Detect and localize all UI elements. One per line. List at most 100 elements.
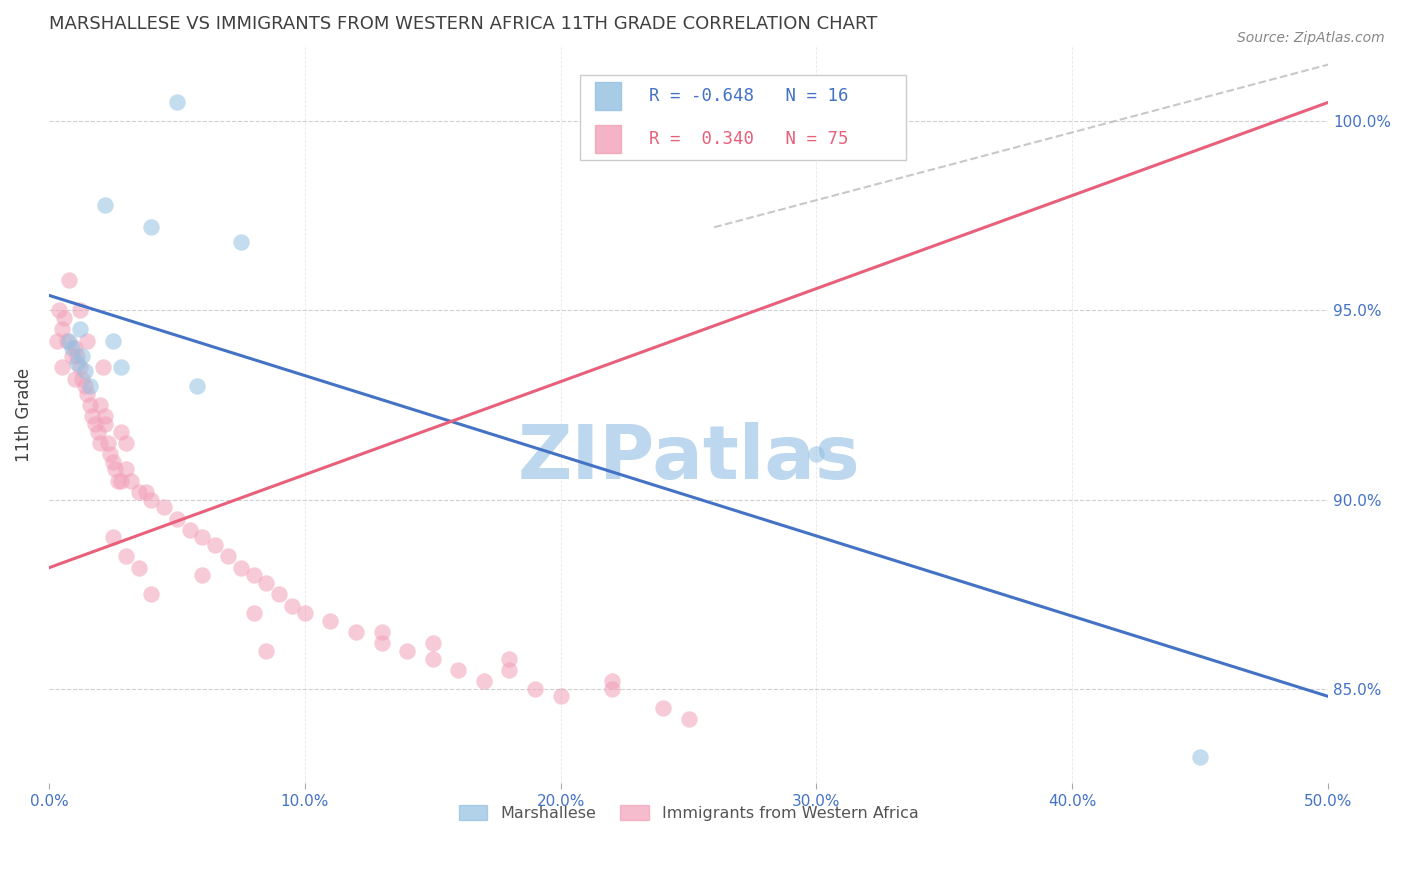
Point (79, 398, 101, 412)
Point (229, 560, 252, 574)
Point (600, 681, 623, 696)
Point (60, 341, 83, 355)
Point (242, 606, 264, 620)
Point (128, 560, 150, 574)
Point (179, 523, 201, 537)
Point (422, 651, 444, 665)
Point (84, 417, 107, 431)
Point (344, 625, 367, 640)
Point (73, 379, 96, 393)
Point (76, 334, 98, 348)
Point (101, 531, 124, 545)
Point (114, 462, 136, 476)
Point (110, 474, 132, 488)
Point (114, 549, 136, 564)
Text: R = -0.648   N = 16: R = -0.648 N = 16 (650, 87, 848, 105)
Text: R =  0.340   N = 75: R = 0.340 N = 75 (650, 130, 848, 148)
Point (89, 398, 111, 412)
Point (63, 341, 86, 355)
Point (82, 409, 104, 424)
Point (229, 235, 252, 250)
Point (53, 311, 76, 326)
Point (281, 599, 304, 613)
Point (242, 568, 264, 582)
Point (56, 334, 79, 348)
Point (66, 349, 89, 363)
Text: MARSHALLESE VS IMMIGRANTS FROM WESTERN AFRICA 11TH GRADE CORRELATION CHART: MARSHALLESE VS IMMIGRANTS FROM WESTERN A… (49, 15, 877, 33)
Point (254, 575, 277, 590)
Point (217, 549, 239, 564)
Point (70, 371, 93, 385)
Point (141, 587, 163, 601)
Point (191, 531, 214, 545)
Point (110, 360, 132, 375)
Point (472, 674, 495, 689)
Point (51, 360, 73, 375)
Point (104, 462, 127, 476)
Point (69, 360, 91, 375)
Point (70, 349, 93, 363)
Point (94, 197, 117, 211)
Point (91, 360, 114, 375)
Point (370, 625, 392, 640)
FancyBboxPatch shape (595, 125, 620, 153)
Point (422, 636, 444, 650)
FancyBboxPatch shape (579, 75, 905, 160)
Point (166, 511, 188, 525)
Point (110, 425, 132, 439)
Point (678, 712, 700, 726)
Point (806, 447, 828, 461)
Point (153, 500, 176, 515)
Point (166, 95, 188, 110)
Point (191, 568, 214, 582)
Point (396, 644, 419, 658)
Point (498, 663, 520, 677)
Point (370, 636, 392, 650)
Point (135, 485, 157, 500)
Point (86, 425, 108, 439)
Point (114, 436, 136, 450)
Point (600, 674, 623, 689)
Text: ZIPatlas: ZIPatlas (517, 422, 860, 495)
Point (94, 409, 117, 424)
Point (128, 485, 150, 500)
Point (69, 322, 91, 336)
Point (79, 379, 101, 393)
FancyBboxPatch shape (595, 82, 620, 111)
Point (524, 681, 547, 696)
Point (45, 334, 67, 348)
Point (58, 334, 80, 348)
Point (498, 651, 520, 665)
Point (94, 417, 117, 431)
Point (69, 303, 91, 318)
Point (58, 273, 80, 287)
Point (319, 614, 342, 628)
Text: Source: ZipAtlas.com: Source: ZipAtlas.com (1237, 31, 1385, 45)
Point (550, 690, 572, 704)
Point (1189, 750, 1212, 764)
Point (141, 492, 163, 507)
Point (60, 349, 83, 363)
Point (48, 303, 70, 318)
Point (120, 474, 142, 488)
Point (66, 356, 89, 370)
Point (76, 386, 98, 401)
Legend: Marshallese, Immigrants from Western Africa: Marshallese, Immigrants from Western Afr… (453, 798, 925, 827)
Point (73, 364, 96, 378)
Point (100, 447, 122, 461)
Point (97, 436, 120, 450)
Point (51, 322, 73, 336)
Point (254, 644, 277, 658)
Y-axis label: 11th Grade: 11th Grade (15, 368, 32, 461)
Point (101, 455, 124, 469)
Point (141, 220, 163, 235)
Point (652, 700, 675, 714)
Point (186, 379, 208, 393)
Point (294, 606, 316, 620)
Point (63, 371, 86, 385)
Point (101, 334, 124, 348)
Point (269, 587, 291, 601)
Point (107, 474, 129, 488)
Point (447, 663, 470, 677)
Point (89, 436, 111, 450)
